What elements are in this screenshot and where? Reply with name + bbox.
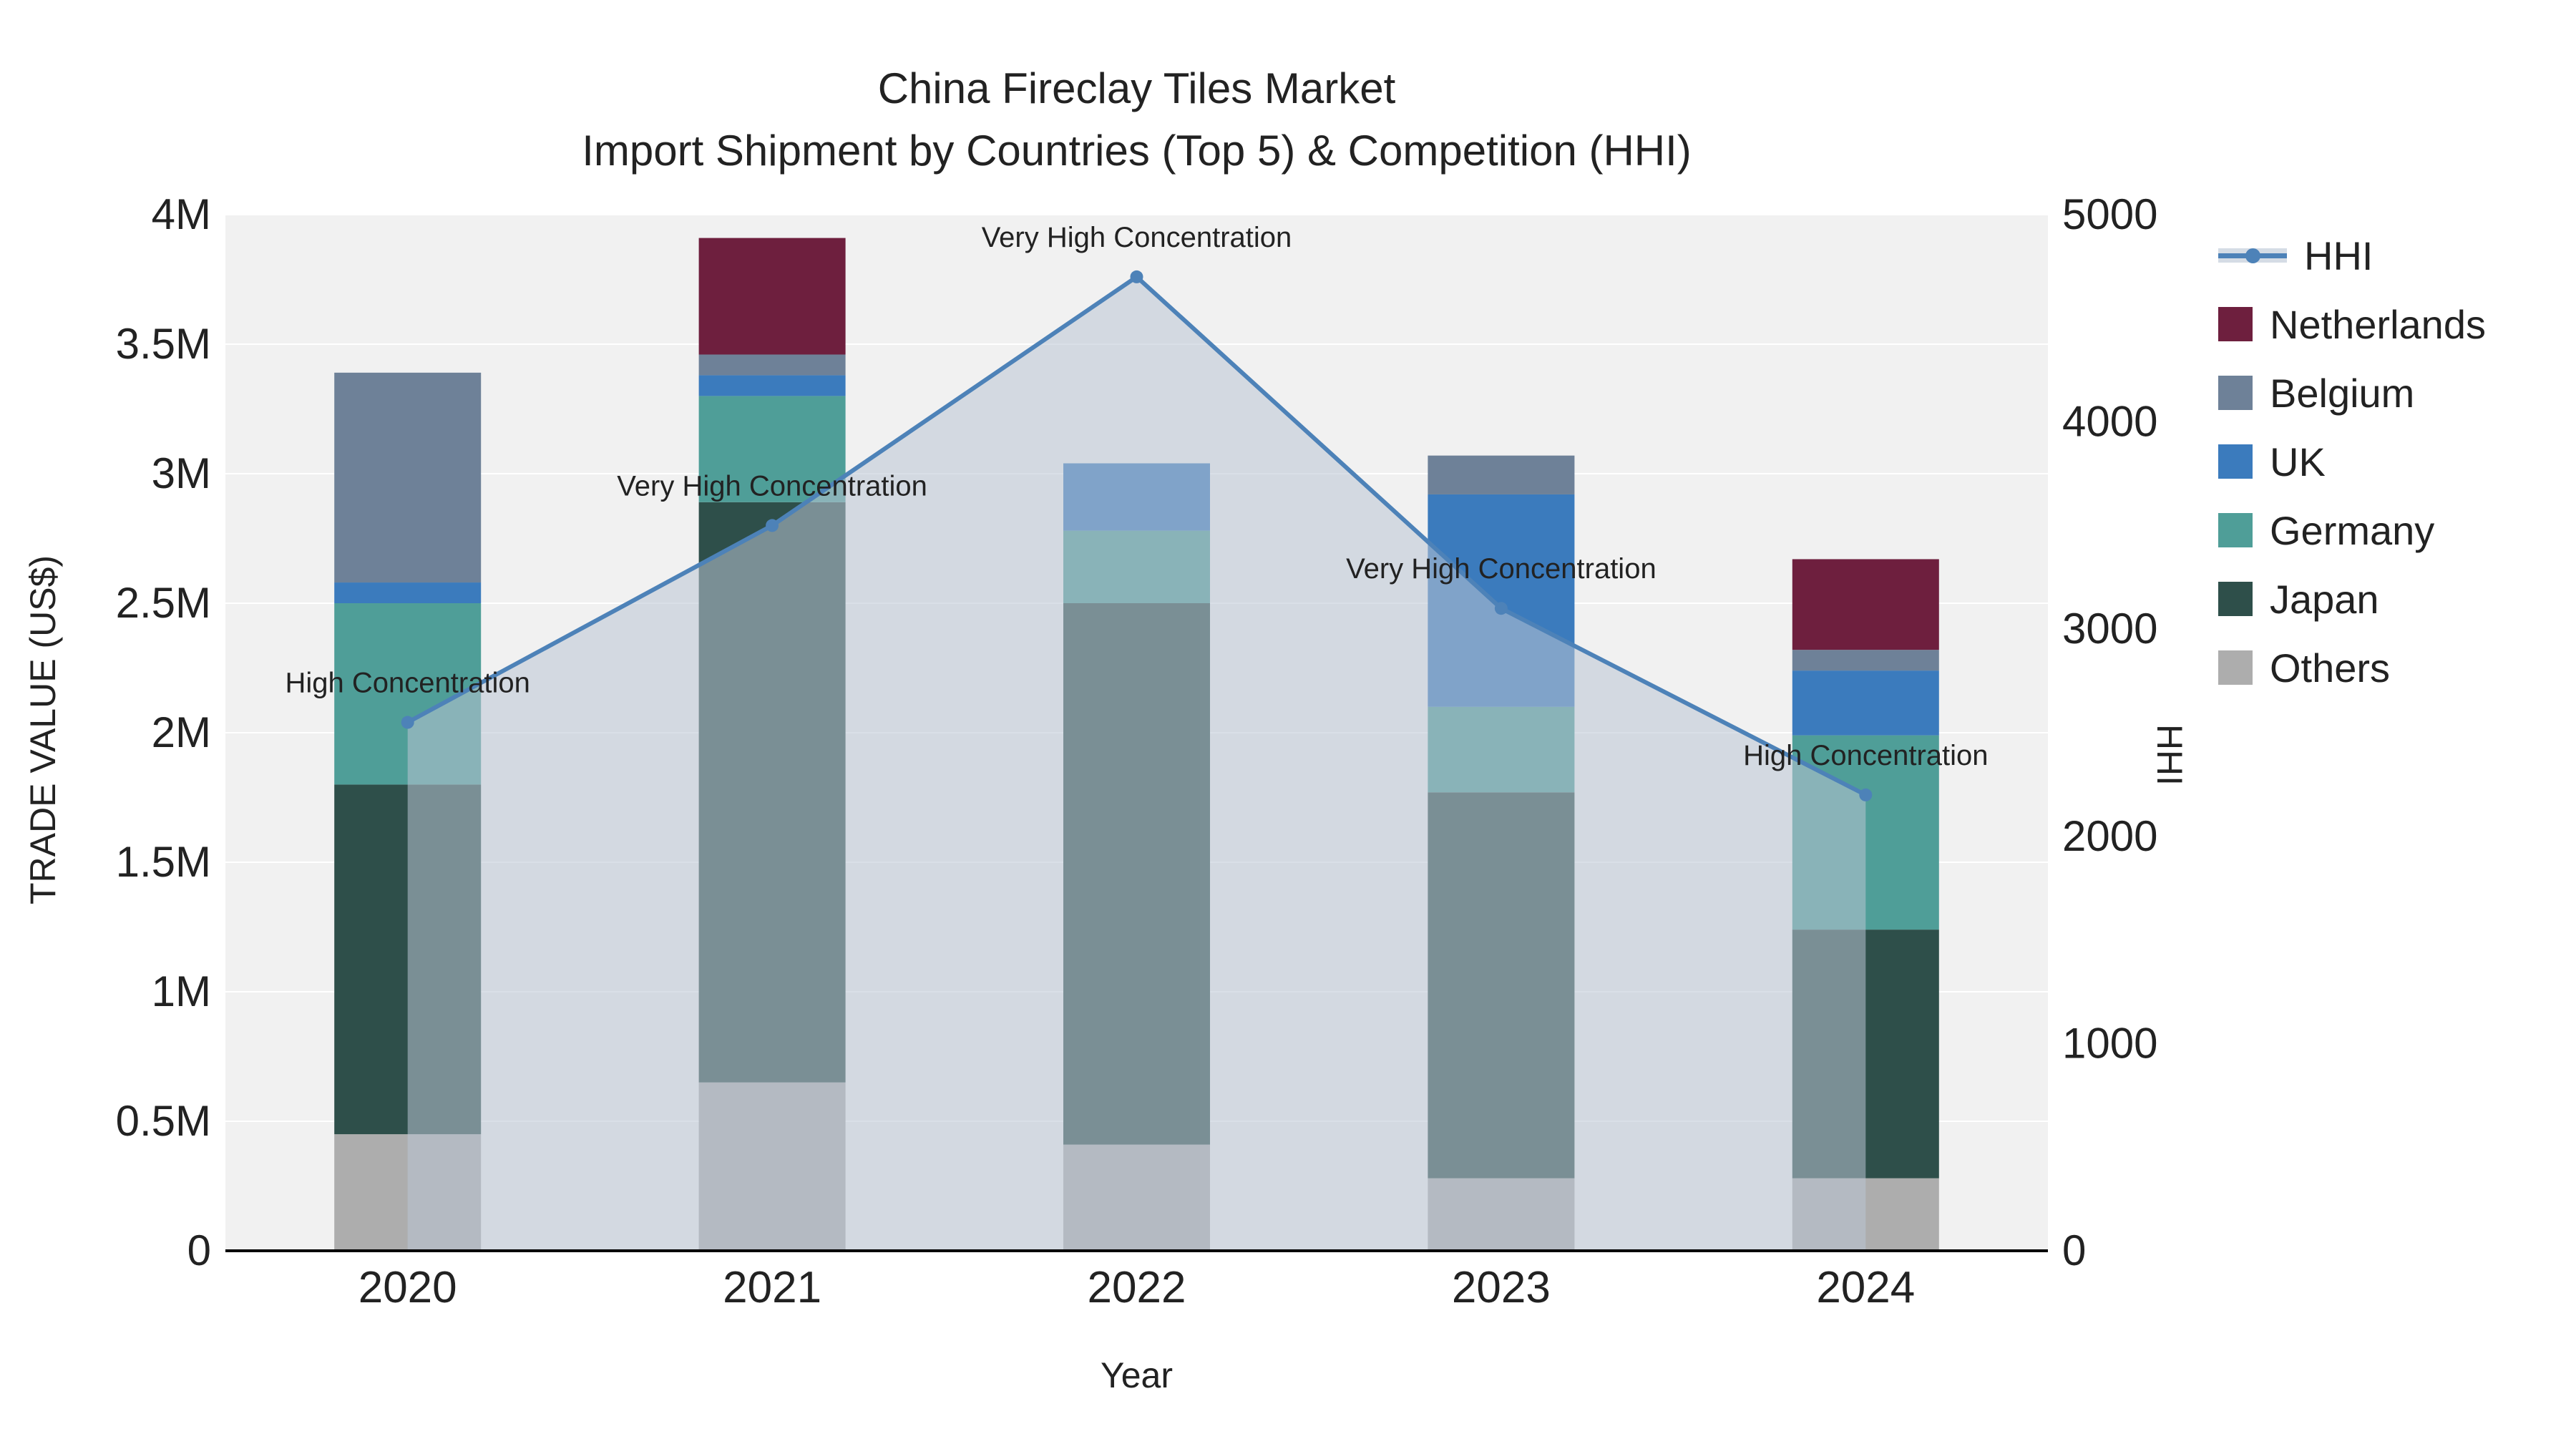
left-axis-tick: 3.5M xyxy=(116,320,211,368)
left-axis-tick: 0.5M xyxy=(116,1097,211,1145)
x-axis-tick: 2024 xyxy=(1816,1263,1915,1312)
x-axis-tick: 2021 xyxy=(723,1263,821,1312)
bar-segment-netherlands[interactable] xyxy=(1792,559,1939,650)
legend-swatch-germany xyxy=(2218,513,2253,547)
legend-item-japan[interactable]: Japan xyxy=(2218,572,2486,625)
hhi-marker-swatch xyxy=(2245,248,2260,263)
legend: HHI Netherlands Belgium UK Germany Japan Other… xyxy=(2218,229,2486,710)
hhi-marker[interactable] xyxy=(401,716,414,729)
legend-item-others[interactable]: Others xyxy=(2218,641,2486,694)
left-axis-tick: 2.5M xyxy=(116,579,211,627)
chart-title-line2: Import Shipment by Countries (Top 5) & C… xyxy=(582,127,1692,175)
x-axis-tick: 2020 xyxy=(358,1263,457,1312)
left-axis-tick: 2M xyxy=(152,708,211,756)
legend-label: Belgium xyxy=(2270,370,2415,416)
bar-segment-uk[interactable] xyxy=(334,582,482,603)
left-axis-title: TRADE VALUE (US$) xyxy=(23,555,63,905)
left-axis-tick: 1.5M xyxy=(116,838,211,886)
legend-label: Germany xyxy=(2270,507,2435,553)
bar-segment-netherlands[interactable] xyxy=(698,238,846,355)
right-axis-tick: 0 xyxy=(2062,1226,2086,1274)
hhi-annotation: Very High Concentration xyxy=(1346,553,1657,585)
legend-swatch-others xyxy=(2218,650,2253,685)
legend-label: HHI xyxy=(2304,233,2373,278)
legend-item-germany[interactable]: Germany xyxy=(2218,504,2486,557)
hhi-line-icon xyxy=(2218,238,2287,273)
chart-title-line1: China Fireclay Tiles Market xyxy=(877,64,1396,112)
bar-segment-belgium[interactable] xyxy=(698,354,846,376)
legend-swatch-netherlands xyxy=(2218,307,2253,341)
legend-swatch-uk xyxy=(2218,444,2253,479)
left-axis-tick: 3M xyxy=(152,449,211,497)
legend-label: Netherlands xyxy=(2270,301,2486,347)
left-axis-tick: 0 xyxy=(187,1226,211,1274)
left-axis-tick: 4M xyxy=(152,190,211,238)
legend-label: Japan xyxy=(2270,576,2379,622)
x-axis-tick: 2023 xyxy=(1452,1263,1551,1312)
bar-segment-belgium[interactable] xyxy=(1792,650,1939,671)
legend-item-belgium[interactable]: Belgium xyxy=(2218,366,2486,419)
right-axis-tick: 1000 xyxy=(2062,1019,2157,1067)
bar-segment-uk[interactable] xyxy=(698,375,846,396)
legend-label: Others xyxy=(2270,645,2391,691)
hhi-annotation: High Concentration xyxy=(285,668,530,699)
x-axis-tick: 2022 xyxy=(1088,1263,1186,1312)
legend-swatch-japan xyxy=(2218,582,2253,616)
legend-item-hhi[interactable]: HHI xyxy=(2218,229,2486,282)
bar-segment-germany[interactable] xyxy=(698,396,846,502)
hhi-marker[interactable] xyxy=(1859,788,1873,801)
hhi-marker[interactable] xyxy=(766,519,779,532)
bar-segment-uk[interactable] xyxy=(1792,670,1939,736)
legend-label: UK xyxy=(2270,439,2326,484)
right-axis-tick: 4000 xyxy=(2062,398,2157,446)
legend-item-netherlands[interactable]: Netherlands xyxy=(2218,298,2486,351)
hhi-annotation: High Concentration xyxy=(1743,740,1988,771)
hhi-area-fill xyxy=(407,276,1866,1251)
right-axis-title: HHI xyxy=(2150,723,2190,786)
bar-segment-belgium[interactable] xyxy=(1428,455,1575,494)
legend-item-uk[interactable]: UK xyxy=(2218,435,2486,488)
x-axis-title: Year xyxy=(1100,1355,1174,1395)
left-axis-tick: 1M xyxy=(152,967,211,1015)
right-axis-tick: 5000 xyxy=(2062,190,2157,238)
hhi-annotation: Very High Concentration xyxy=(617,470,927,502)
hhi-marker[interactable] xyxy=(1130,270,1143,283)
hhi-marker[interactable] xyxy=(1494,602,1508,615)
chart-title: China Fireclay Tiles Market Import Shipm… xyxy=(225,57,2048,182)
hhi-annotation: Very High Concentration xyxy=(982,222,1292,253)
right-axis-tick: 2000 xyxy=(2062,812,2157,860)
legend-swatch-belgium xyxy=(2218,376,2253,410)
bar-segment-belgium[interactable] xyxy=(334,372,482,583)
right-axis-tick: 3000 xyxy=(2062,605,2157,653)
